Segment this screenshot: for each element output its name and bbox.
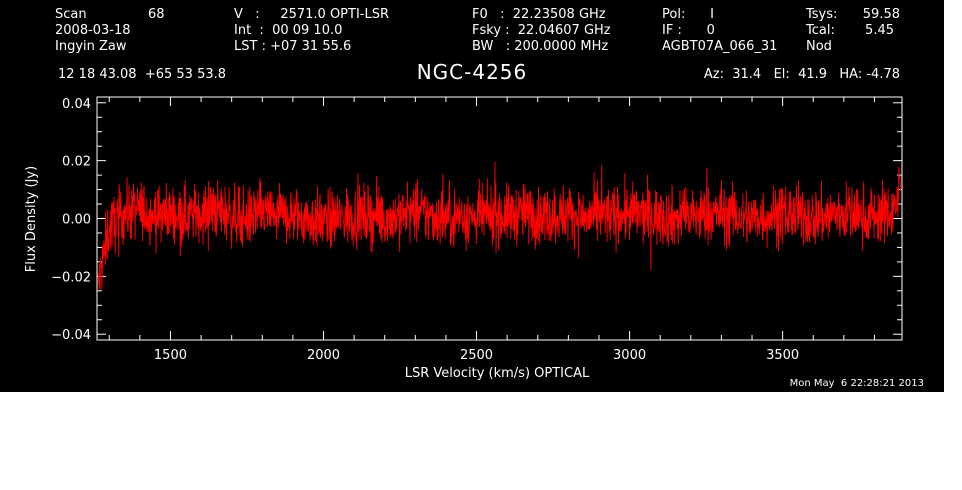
- tcal-value: 5.45: [865, 23, 894, 38]
- tcal-label: Tcal:: [806, 23, 835, 38]
- x-axis-label: LSR Velocity (km/s) OPTICAL: [405, 366, 590, 381]
- observing-mode: Nod: [806, 39, 832, 54]
- y-tick-label: 0.02: [62, 155, 91, 170]
- scan-label: Scan: [55, 7, 87, 22]
- observation-date: 2008-03-18: [55, 23, 131, 38]
- render-timestamp: Mon May 6 22:28:21 2013: [789, 378, 924, 389]
- x-tick-label: 3000: [613, 348, 646, 363]
- y-tick-label: 0.04: [62, 97, 91, 112]
- x-tick-label: 3500: [766, 348, 799, 363]
- x-tick-label: 2000: [307, 348, 340, 363]
- chart-title: NGC-4256: [416, 60, 528, 84]
- x-tick-label: 1500: [154, 348, 187, 363]
- project-id: AGBT07A_066_31: [662, 39, 778, 54]
- spectrum-trace-group: [97, 161, 901, 291]
- observer-name: Ingyin Zaw: [55, 39, 127, 54]
- spectrum-trace: [97, 161, 901, 291]
- y-tick-label: −0.04: [51, 328, 91, 343]
- lst-line: LST : +07 31 55.6: [234, 39, 352, 54]
- bandwidth-line: BW : 200.0000 MHz: [472, 39, 609, 54]
- spectrum-chart: 1500 2000 2500 3000 3500 −0.04 −0.02 0.00 0.02 0.…: [24, 96, 903, 381]
- if-line: IF : 0: [662, 23, 715, 38]
- polarization-line: Pol: I: [662, 7, 714, 22]
- az-el-ha-line: Az: 31.4 El: 41.9 HA: -4.78: [703, 67, 900, 82]
- integration-line: Int : 00 09 10.0: [234, 23, 343, 38]
- sky-frequency-line: Fsky : 22.04607 GHz: [472, 23, 611, 38]
- x-tick-label: 2500: [460, 348, 493, 363]
- source-coordinates: 12 18 43.08 +65 53 53.8: [58, 67, 227, 82]
- y-tick-label: 0.00: [62, 213, 91, 228]
- axis-ticks: 1500 2000 2500 3000 3500 −0.04 −0.02 0.00 0.02 0.…: [51, 97, 902, 363]
- y-tick-label: −0.02: [51, 270, 91, 285]
- y-axis-label: Flux Density (Jy): [24, 166, 39, 272]
- tsys-label: Tsys:: [806, 7, 838, 22]
- rest-frequency-line: F0 : 22.23508 GHz: [472, 7, 606, 22]
- tsys-value: 59.58: [862, 7, 900, 22]
- scan-value: 68: [148, 7, 165, 22]
- velocity-line: V : 2571.0 OPTI-LSR: [234, 7, 390, 22]
